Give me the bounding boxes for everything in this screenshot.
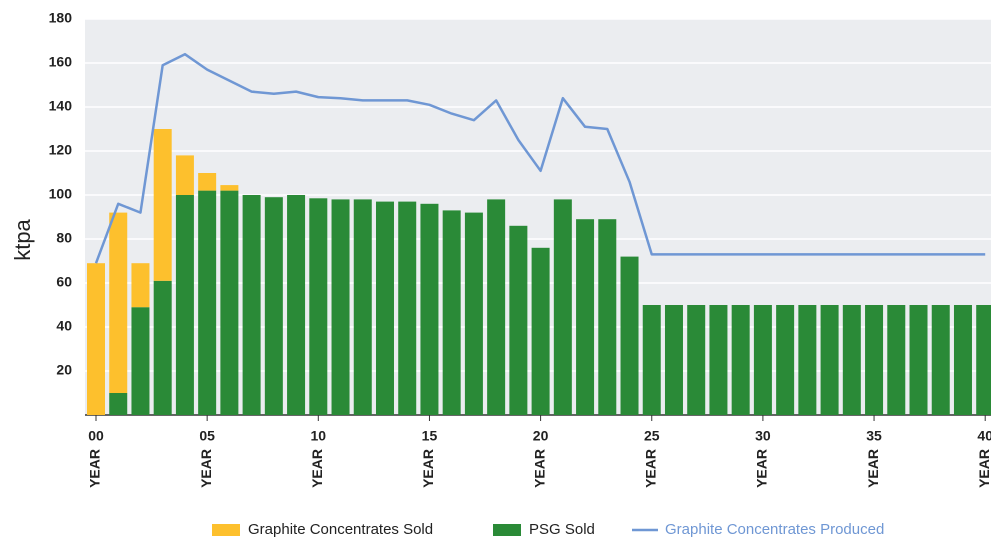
x-tick-word: YEAR: [754, 449, 770, 488]
bar: [442, 210, 461, 415]
y-tick-label: 180: [49, 10, 73, 26]
y-tick-label: 20: [56, 362, 72, 378]
y-axis-label: ktpa: [10, 218, 35, 260]
x-tick-label: 10: [311, 428, 327, 444]
bar: [109, 393, 128, 415]
bar: [620, 256, 639, 415]
bar: [753, 305, 772, 415]
x-tick-word: YEAR: [865, 449, 881, 488]
legend-swatch: [493, 524, 521, 536]
x-tick-label: 35: [866, 428, 882, 444]
bar: [842, 305, 861, 415]
bar: [865, 305, 884, 415]
x-tick-word: YEAR: [309, 449, 325, 488]
bar: [287, 195, 306, 415]
bar: [820, 305, 839, 415]
bar: [709, 305, 728, 415]
y-tick-label: 140: [49, 98, 73, 114]
bar: [353, 199, 372, 415]
y-tick-label: 80: [56, 230, 72, 246]
x-tick-word: YEAR: [420, 449, 436, 488]
x-tick-label: 40: [977, 428, 991, 444]
y-tick-label: 120: [49, 142, 73, 158]
legend-swatch: [212, 524, 240, 536]
x-tick-label: 25: [644, 428, 660, 444]
x-tick-word: YEAR: [87, 449, 103, 488]
bar: [953, 305, 972, 415]
x-tick-word: YEAR: [976, 449, 991, 488]
bar: [242, 195, 261, 415]
bar: [398, 201, 417, 415]
bar: [420, 203, 439, 415]
bar: [487, 199, 506, 415]
bar: [576, 219, 595, 415]
bar: [153, 280, 172, 415]
y-tick-label: 60: [56, 274, 72, 290]
bar: [598, 219, 617, 415]
x-tick-label: 20: [533, 428, 549, 444]
bar: [131, 307, 150, 415]
bar: [264, 197, 283, 415]
bar: [687, 305, 706, 415]
bar: [976, 305, 991, 415]
bar: [798, 305, 817, 415]
bar: [642, 305, 661, 415]
legend-label: Graphite Concentrates Produced: [665, 521, 884, 538]
x-tick-label: 30: [755, 428, 771, 444]
bar: [87, 263, 105, 415]
x-tick-label: 15: [422, 428, 438, 444]
bar: [309, 198, 328, 415]
bar: [220, 190, 239, 415]
bar: [175, 195, 194, 415]
bar: [931, 305, 950, 415]
x-tick-label: 00: [88, 428, 104, 444]
line: [94, 52, 986, 264]
bar: [198, 173, 217, 191]
bar: [331, 199, 350, 415]
bar: [887, 305, 906, 415]
x-tick-word: YEAR: [642, 449, 658, 488]
y-tick-label: 160: [49, 54, 73, 70]
x-tick-label: 05: [199, 428, 215, 444]
bar: [509, 225, 528, 415]
bar: [664, 305, 683, 415]
bar: [131, 263, 150, 308]
bar: [909, 305, 928, 415]
x-tick-word: YEAR: [198, 449, 214, 488]
bar: [553, 199, 572, 415]
legend-label: PSG Sold: [529, 521, 595, 538]
bar: [375, 201, 394, 415]
y-tick-label: 40: [56, 318, 72, 334]
bar: [776, 305, 795, 415]
bar: [220, 185, 239, 191]
bar: [175, 155, 194, 195]
bar: [153, 129, 172, 281]
bar: [531, 247, 550, 415]
bar: [109, 212, 128, 393]
bar: [464, 212, 483, 415]
bar: [198, 190, 217, 415]
x-tick-word: YEAR: [531, 449, 547, 488]
bar: [731, 305, 750, 415]
legend-label: Graphite Concentrates Sold: [248, 521, 433, 538]
y-tick-label: 100: [49, 186, 73, 202]
